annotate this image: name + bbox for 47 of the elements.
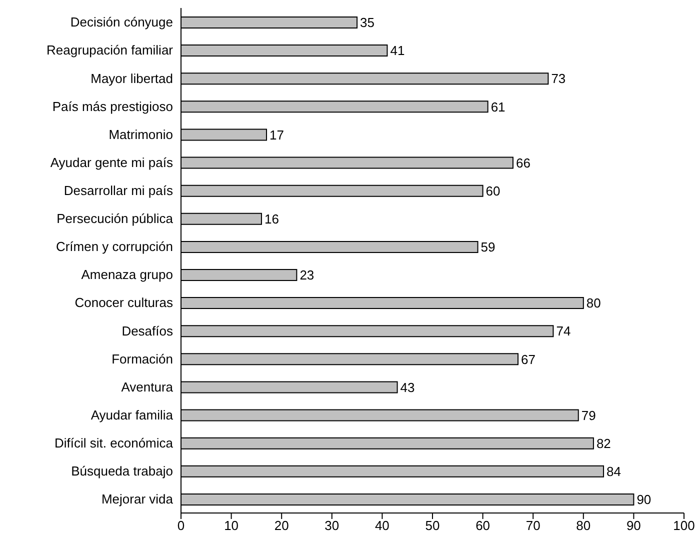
x-tick-label: 100: [673, 518, 695, 534]
x-tick-label: 30: [324, 518, 340, 534]
data-label: 59: [480, 240, 496, 255]
data-label: 17: [270, 127, 284, 142]
y-tick-label: Ayudar familia: [90, 407, 174, 422]
y-tick-label: Difícil sit. económica: [54, 435, 174, 450]
y-tick-label: Formación: [112, 351, 173, 366]
data-label: 60: [486, 183, 500, 198]
data-label: 43: [400, 380, 415, 395]
data-label: 41: [390, 43, 405, 58]
data-label: 16: [264, 212, 279, 227]
x-tick-label: 10: [224, 518, 239, 534]
data-label: 90: [636, 492, 652, 508]
y-tick-label: Desarrollar mi país: [64, 182, 174, 198]
x-tick-label: 40: [374, 518, 390, 534]
x-tick-label: 80: [576, 518, 591, 534]
y-tick-label: Mayor libertad: [90, 70, 173, 86]
data-label: 61: [490, 99, 506, 114]
y-tick-label: Crímen y corrupción: [56, 239, 173, 254]
data-label: 35: [360, 15, 375, 30]
y-tick-label: Aventura: [121, 379, 174, 394]
data-label: 66: [516, 155, 530, 170]
x-tick-label: 70: [526, 518, 540, 534]
x-tick-label: 60: [476, 518, 490, 534]
y-tick-label: Ayudar gente mi país: [50, 154, 174, 170]
data-label: 84: [606, 464, 621, 480]
y-tick-label: Amenaza grupo: [81, 267, 173, 282]
data-label: 67: [521, 352, 536, 367]
y-tick-label: Decisión cónyuge: [70, 14, 173, 30]
x-tick-label: 0: [177, 518, 185, 534]
y-tick-label: Desafíos: [122, 323, 174, 338]
data-label: 23: [300, 268, 314, 283]
data-label: 74: [556, 324, 571, 339]
y-tick-label: Persecución pública: [56, 211, 174, 226]
y-tick-label: Búsqueda trabajo: [71, 464, 173, 479]
y-tick-label: Matrimonio: [108, 126, 173, 142]
y-tick-label: Conocer culturas: [74, 295, 174, 310]
x-tick-label: 50: [425, 518, 440, 534]
y-tick-label: País más prestigioso: [52, 98, 173, 114]
data-label: 73: [551, 71, 566, 86]
y-tick-label: Mejorar vida: [101, 492, 174, 507]
x-tick-label: 90: [626, 518, 641, 534]
data-label: 82: [596, 436, 611, 451]
y-tick-label: Reagrupación familiar: [46, 42, 174, 58]
data-label: 79: [581, 408, 596, 423]
data-label: 80: [586, 296, 601, 311]
x-tick-label: 20: [274, 518, 289, 534]
